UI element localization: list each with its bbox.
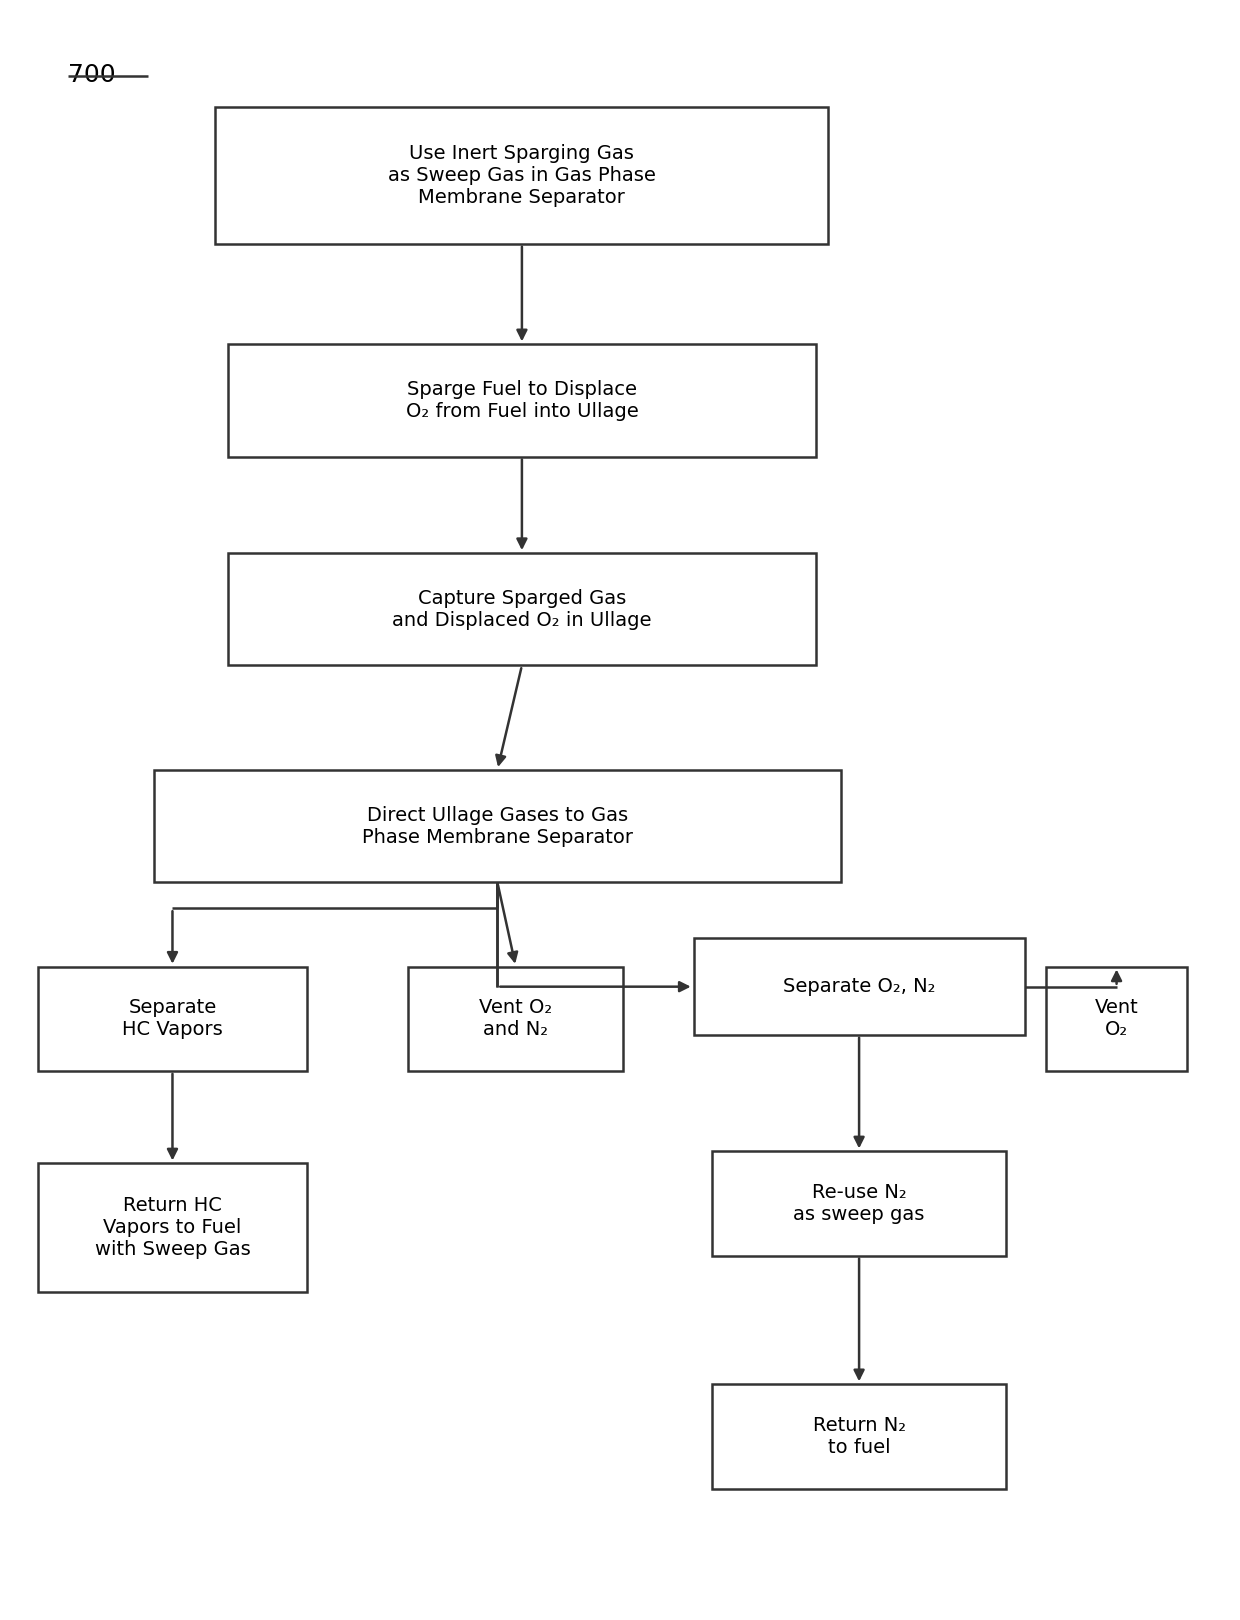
Bar bbox=[1047, 967, 1187, 1071]
Text: Re-use N₂
as sweep gas: Re-use N₂ as sweep gas bbox=[794, 1183, 925, 1225]
Text: 700: 700 bbox=[68, 63, 115, 87]
Bar bbox=[37, 967, 308, 1071]
Text: Return HC
Vapors to Fuel
with Sweep Gas: Return HC Vapors to Fuel with Sweep Gas bbox=[94, 1196, 250, 1259]
Bar bbox=[693, 938, 1024, 1035]
Bar bbox=[216, 107, 828, 245]
Text: Vent
O₂: Vent O₂ bbox=[1095, 998, 1138, 1040]
Bar bbox=[712, 1383, 1006, 1489]
Text: Separate
HC Vapors: Separate HC Vapors bbox=[122, 998, 223, 1040]
Text: Separate O₂, N₂: Separate O₂, N₂ bbox=[782, 977, 935, 996]
Bar bbox=[408, 967, 622, 1071]
Bar bbox=[37, 1163, 308, 1291]
Text: Return N₂
to fuel: Return N₂ to fuel bbox=[812, 1416, 905, 1456]
Bar bbox=[712, 1152, 1006, 1256]
Bar bbox=[154, 770, 841, 883]
Text: Vent O₂
and N₂: Vent O₂ and N₂ bbox=[479, 998, 552, 1040]
Text: Sparge Fuel to Displace
O₂ from Fuel into Ullage: Sparge Fuel to Displace O₂ from Fuel int… bbox=[405, 381, 639, 421]
Text: Direct Ullage Gases to Gas
Phase Membrane Separator: Direct Ullage Gases to Gas Phase Membran… bbox=[362, 805, 632, 847]
Text: Capture Sparged Gas
and Displaced O₂ in Ullage: Capture Sparged Gas and Displaced O₂ in … bbox=[392, 588, 652, 630]
Bar bbox=[228, 343, 816, 457]
Text: Use Inert Sparging Gas
as Sweep Gas in Gas Phase
Membrane Separator: Use Inert Sparging Gas as Sweep Gas in G… bbox=[388, 144, 656, 207]
Bar bbox=[228, 552, 816, 666]
